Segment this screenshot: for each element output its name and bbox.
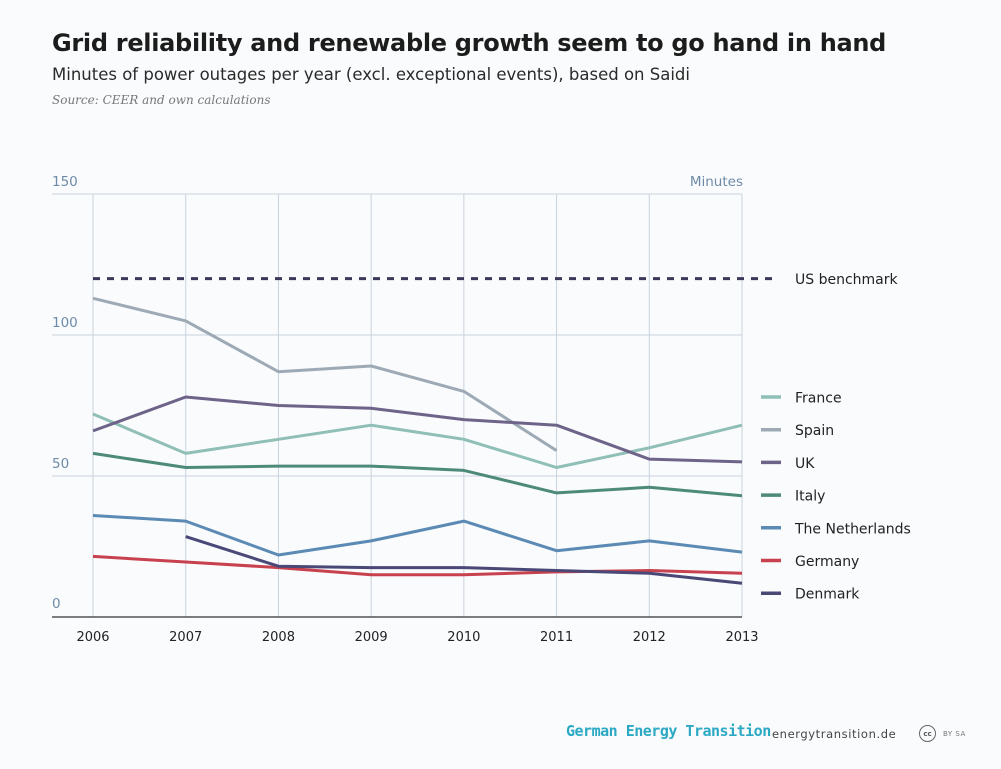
x-tick-label-2009: 2009 — [355, 630, 388, 645]
x-tick-label-2010: 2010 — [447, 630, 480, 645]
chart-subtitle: Minutes of power outages per year (excl.… — [52, 65, 690, 84]
chart-source: Source: CEER and own calculations — [52, 93, 271, 107]
y-axis-unit-label: Minutes — [690, 174, 743, 190]
cc-license-icon: cc — [919, 725, 936, 742]
series-line-italy — [92, 451, 743, 498]
x-tick-label-2006: 2006 — [76, 630, 109, 645]
series-line-denmark — [185, 535, 743, 585]
legend-label-the-netherlands: The Netherlands — [794, 521, 911, 537]
legend-label-germany: Germany — [795, 554, 859, 570]
legend-label-denmark: Denmark — [795, 587, 860, 603]
legend-label-uk: UK — [795, 456, 815, 472]
legend-label-spain: Spain — [795, 423, 834, 439]
brand-logo-text[interactable]: German Energy Transition — [566, 722, 771, 740]
x-tick-label-2007: 2007 — [169, 630, 202, 645]
y-tick-label-50: 50 — [52, 456, 69, 472]
y-tick-label-0: 0 — [52, 596, 61, 612]
cc-license-text: BY SA — [943, 730, 966, 738]
series-line-spain — [92, 296, 558, 452]
series-line-germany — [92, 554, 743, 577]
x-tick-label-2013: 2013 — [725, 630, 758, 645]
chart-title: Grid reliability and renewable growth se… — [52, 29, 887, 57]
x-tick-label-2008: 2008 — [262, 630, 295, 645]
legend-label-france: France — [795, 391, 842, 407]
x-tick-label-2012: 2012 — [633, 630, 666, 645]
series-line-uk — [92, 395, 743, 464]
series-line-the-netherlands — [92, 514, 743, 557]
legend-label-italy: Italy — [795, 489, 825, 505]
x-tick-label-2011: 2011 — [540, 630, 573, 645]
footer-url-link[interactable]: energytransition.de — [772, 727, 897, 741]
y-tick-label-150: 150 — [52, 174, 78, 190]
benchmark-label: US benchmark — [795, 272, 899, 288]
series-line-france — [92, 412, 743, 469]
y-tick-label-100: 100 — [52, 315, 78, 331]
